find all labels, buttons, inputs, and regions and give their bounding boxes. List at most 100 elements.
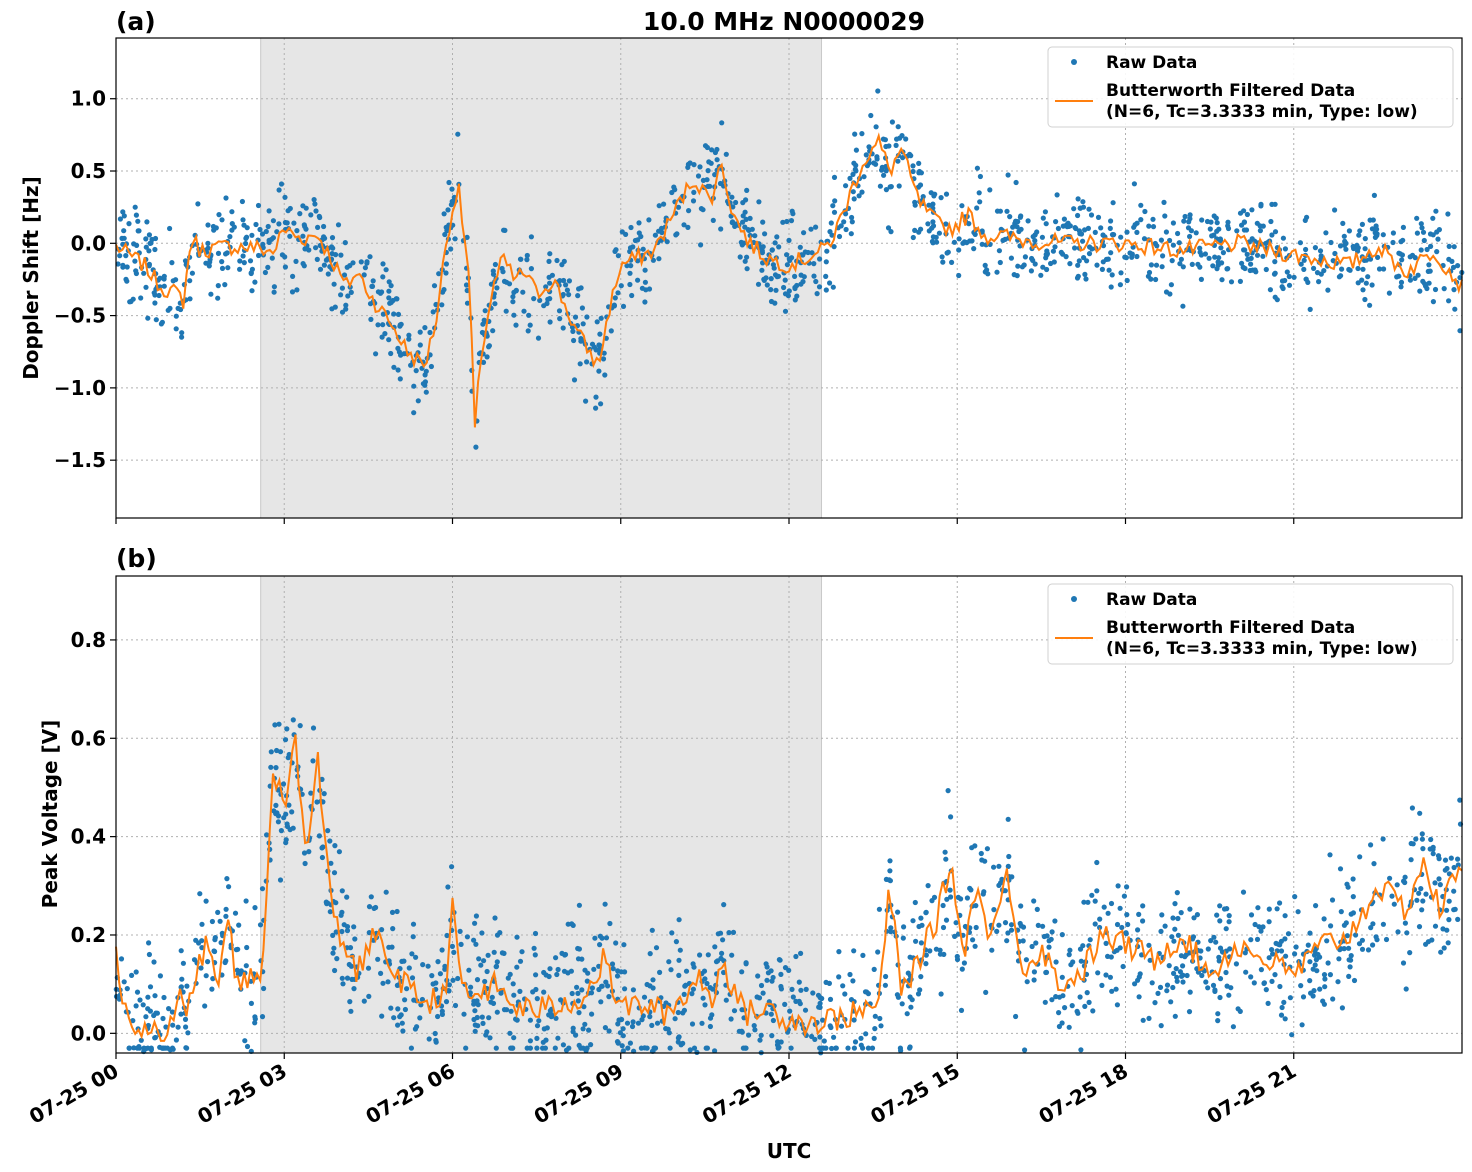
raw-data-point: [1084, 258, 1090, 264]
raw-data-point: [743, 1045, 749, 1051]
raw-data-point: [388, 350, 394, 357]
raw-data-point: [831, 244, 837, 250]
raw-data-point: [608, 328, 614, 334]
raw-data-point: [1310, 966, 1316, 972]
raw-data-point: [1072, 225, 1078, 231]
raw-data-point: [321, 791, 327, 797]
raw-data-point: [698, 242, 704, 248]
raw-data-point: [1313, 903, 1319, 909]
raw-data-point: [1414, 215, 1420, 221]
raw-data-point: [676, 1034, 682, 1040]
raw-data-point: [940, 259, 946, 265]
y-tick-label: 0.0: [71, 231, 106, 255]
raw-data-point: [1226, 913, 1232, 919]
raw-data-point: [216, 212, 222, 218]
raw-data-point: [1181, 218, 1187, 224]
raw-data-point: [984, 846, 991, 852]
raw-data-point: [547, 280, 553, 286]
raw-data-point: [418, 1002, 424, 1008]
raw-data-point: [270, 218, 276, 224]
raw-data-point: [1279, 284, 1285, 290]
raw-data-point: [330, 932, 336, 939]
raw-data-point: [702, 143, 709, 149]
raw-data-point: [1374, 937, 1380, 943]
raw-data-point: [286, 802, 292, 808]
raw-data-point: [248, 270, 254, 277]
raw-data-point: [1215, 1018, 1221, 1024]
raw-data-point: [464, 934, 470, 940]
raw-data-point: [800, 252, 806, 258]
raw-data-point: [888, 929, 894, 935]
raw-data-point: [395, 311, 402, 317]
raw-data-point: [593, 347, 599, 353]
raw-data-point: [758, 1032, 764, 1038]
raw-data-point: [850, 978, 856, 984]
raw-data-point: [1205, 946, 1211, 952]
raw-data-point: [1217, 918, 1223, 924]
raw-data-point: [1451, 244, 1457, 250]
raw-data-point: [524, 257, 530, 263]
raw-data-point: [1089, 892, 1095, 898]
raw-data-point: [388, 283, 394, 289]
raw-data-point: [383, 267, 389, 273]
raw-data-point: [1080, 199, 1086, 205]
raw-data-point: [449, 186, 455, 192]
raw-data-point: [255, 202, 262, 209]
raw-data-point: [772, 240, 778, 246]
raw-data-point: [705, 168, 711, 174]
raw-data-point: [951, 239, 958, 245]
raw-data-point: [383, 889, 389, 895]
raw-data-point: [1147, 957, 1153, 963]
raw-data-point: [124, 986, 130, 992]
raw-data-point: [389, 909, 396, 916]
raw-data-point: [445, 884, 451, 890]
raw-data-point: [182, 1016, 189, 1023]
raw-data-point: [1135, 927, 1141, 933]
raw-data-point: [1107, 974, 1113, 980]
raw-data-point: [340, 981, 346, 987]
raw-data-point: [1176, 240, 1182, 246]
raw-data-point: [473, 913, 479, 919]
raw-data-point: [124, 278, 130, 284]
raw-data-point: [808, 226, 814, 232]
raw-data-point: [1187, 212, 1193, 218]
raw-data-point: [480, 359, 487, 365]
raw-data-point: [1298, 261, 1304, 267]
raw-data-point: [1239, 260, 1245, 266]
raw-data-point: [1357, 228, 1363, 234]
raw-data-point: [1359, 277, 1365, 283]
raw-data-point: [479, 930, 485, 936]
raw-data-point: [198, 965, 204, 971]
raw-data-point: [314, 256, 320, 262]
raw-data-point: [406, 332, 412, 338]
raw-data-point: [635, 237, 641, 243]
raw-data-point: [373, 351, 379, 357]
raw-data-point: [1448, 855, 1454, 861]
raw-data-point: [1321, 268, 1327, 274]
raw-data-point: [970, 937, 976, 943]
raw-data-point: [1182, 213, 1188, 220]
raw-data-point: [1402, 879, 1408, 886]
panel-b-peak-voltage: (b) 0.00.20.40.60.8 07-25 00 07-25 03 07-2…: [25, 544, 1464, 1129]
raw-data-point: [1007, 214, 1013, 220]
raw-data-point: [1416, 890, 1422, 896]
raw-data-point: [117, 216, 123, 222]
raw-data-point: [366, 904, 373, 910]
raw-data-point: [1322, 976, 1328, 982]
raw-data-point: [564, 287, 571, 293]
raw-data-point: [752, 233, 758, 239]
raw-data-point: [636, 230, 642, 236]
panel-b-legend-box: [1047, 583, 1454, 665]
raw-data-point: [1178, 910, 1184, 916]
raw-data-point: [675, 1009, 681, 1016]
raw-data-point: [275, 813, 282, 819]
raw-data-point: [1407, 950, 1413, 956]
raw-data-point: [576, 1042, 582, 1048]
raw-data-point: [1084, 990, 1090, 996]
raw-data-point: [720, 937, 726, 943]
raw-data-point: [1317, 248, 1324, 254]
raw-data-point: [259, 231, 266, 237]
raw-data-point: [443, 270, 449, 276]
raw-data-point: [1423, 891, 1429, 897]
raw-data-point: [310, 725, 317, 731]
